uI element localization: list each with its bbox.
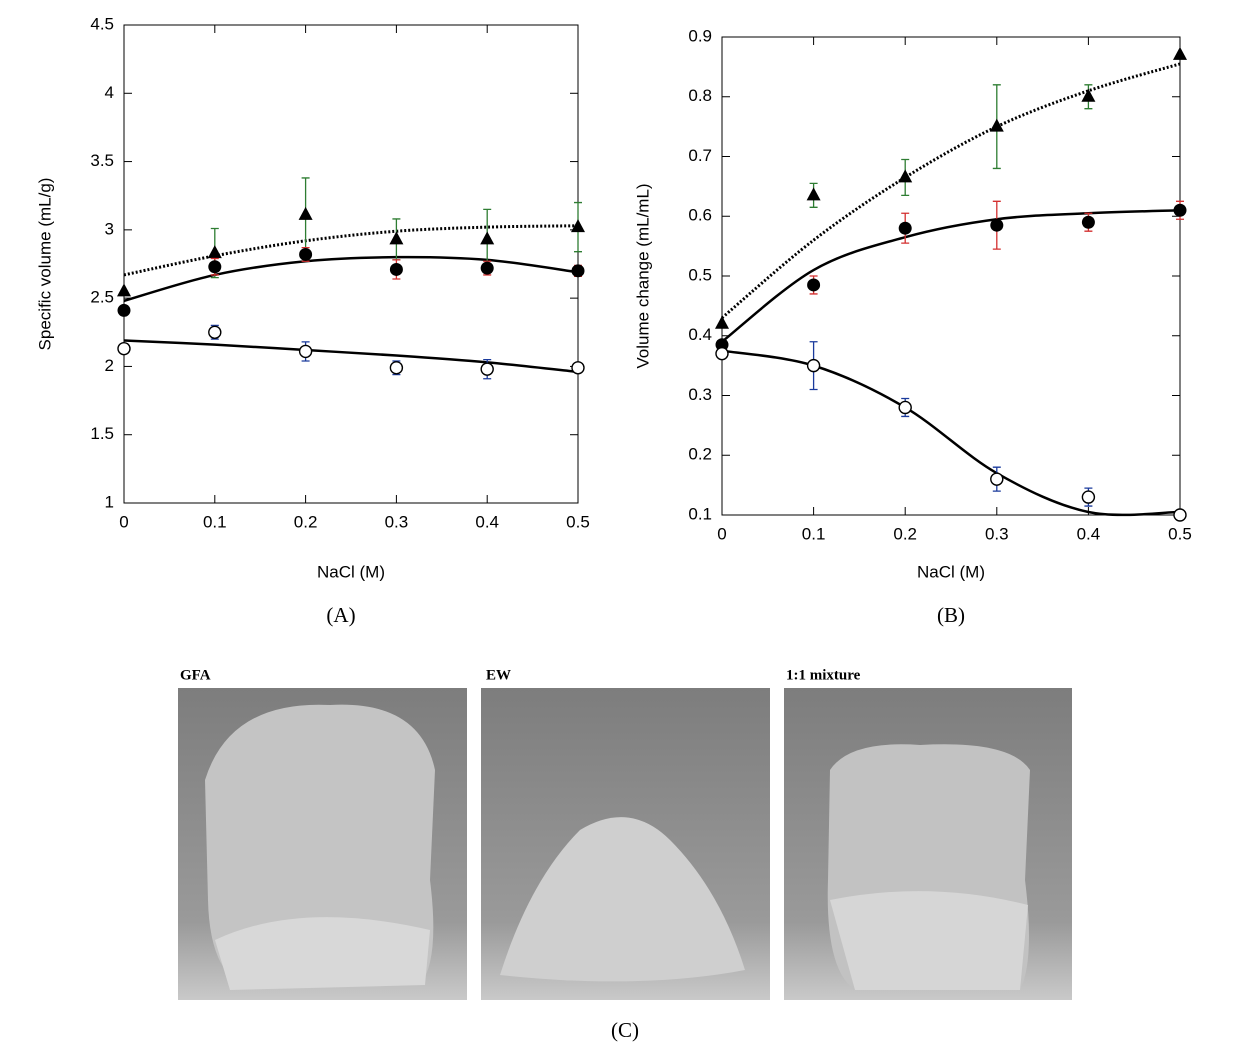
open-circle-marker xyxy=(389,361,404,375)
y-tick-label: 3.5 xyxy=(90,151,114,170)
triangle-marker xyxy=(207,245,222,259)
triangle-marker xyxy=(898,169,913,183)
fit-line xyxy=(721,209,1181,343)
y-tick-label: 3 xyxy=(105,219,114,238)
circle-marker xyxy=(571,264,585,278)
open-circle-marker xyxy=(806,358,821,373)
y-axis-label: Volume change (mL/mL) xyxy=(633,183,652,368)
y-tick-label: 2 xyxy=(105,356,114,375)
panel-label: (B) xyxy=(937,603,965,627)
panel-label: (C) xyxy=(611,1018,639,1042)
circle-marker xyxy=(1173,203,1187,217)
y-tick-label: 0.9 xyxy=(688,26,712,45)
x-tick-label: 0 xyxy=(119,512,128,531)
x-tick-label: 0.1 xyxy=(802,524,826,543)
y-tick-label: 2.5 xyxy=(90,288,114,307)
x-tick-label: 0 xyxy=(717,524,726,543)
x-tick-label: 0.4 xyxy=(1077,524,1101,543)
y-tick-label: 0.4 xyxy=(688,325,712,344)
fit-line xyxy=(123,255,579,303)
triangle-marker xyxy=(715,315,729,329)
triangle-marker xyxy=(1173,46,1187,60)
triangle-marker xyxy=(117,283,131,297)
photo-gfa xyxy=(178,688,467,1000)
photo-label: EW xyxy=(486,667,511,683)
y-axis-label: Specific volume (mL/g) xyxy=(35,178,54,351)
triangle-marker xyxy=(571,219,585,233)
panel-label: (A) xyxy=(326,603,355,627)
photo-label: GFA xyxy=(180,667,211,683)
open-circle-marker xyxy=(898,400,912,415)
y-tick-label: 0.6 xyxy=(688,206,712,225)
x-tick-label: 0.3 xyxy=(385,512,409,531)
plot-frame xyxy=(123,24,579,504)
triangle-marker xyxy=(806,187,821,201)
open-circle-marker xyxy=(715,346,729,361)
triangle-marker xyxy=(1081,88,1096,102)
x-tick-label: 0.5 xyxy=(1168,524,1192,543)
y-tick-label: 1 xyxy=(105,492,114,511)
y-tick-label: 4 xyxy=(105,83,114,102)
fit-line xyxy=(123,339,579,374)
x-tick-label: 0.2 xyxy=(294,512,318,531)
circle-marker xyxy=(389,262,403,276)
open-circle-marker xyxy=(480,362,494,376)
photo-ew xyxy=(481,688,770,1000)
x-axis-label: NaCl (M) xyxy=(917,562,985,581)
x-axis-label: NaCl (M) xyxy=(317,562,385,581)
triangle-marker xyxy=(298,206,313,220)
x-tick-label: 0.2 xyxy=(893,524,917,543)
open-circle-marker xyxy=(1173,508,1187,522)
open-circle-marker xyxy=(1081,490,1096,504)
circle-marker xyxy=(990,218,1004,232)
x-tick-label: 0.3 xyxy=(985,524,1009,543)
y-tick-label: 0.7 xyxy=(688,146,712,165)
circle-marker xyxy=(208,260,222,274)
x-tick-label: 0.1 xyxy=(203,512,227,531)
y-tick-label: 0.5 xyxy=(688,265,712,284)
open-circle-marker xyxy=(117,341,131,356)
photo-label: 1:1 mixture xyxy=(786,667,861,683)
triangle-marker xyxy=(389,231,404,245)
y-tick-label: 0.2 xyxy=(688,445,712,464)
y-tick-label: 0.1 xyxy=(688,504,712,523)
circle-marker xyxy=(1081,215,1095,229)
triangle-marker xyxy=(989,118,1004,132)
open-circle-marker xyxy=(208,325,222,339)
open-circle-marker xyxy=(571,361,585,375)
circle-marker xyxy=(480,261,494,275)
open-circle-marker xyxy=(990,472,1004,486)
circle-marker xyxy=(807,278,821,292)
photo-mixture xyxy=(784,688,1072,1000)
y-tick-label: 0.8 xyxy=(688,86,712,105)
y-tick-label: 4.5 xyxy=(90,14,114,33)
triangle-marker xyxy=(480,231,495,245)
y-tick-label: 1.5 xyxy=(90,424,114,443)
fit-line xyxy=(123,224,579,277)
plot-frame xyxy=(721,36,1181,516)
x-tick-label: 0.5 xyxy=(566,512,590,531)
circle-marker xyxy=(117,303,131,317)
fit-line xyxy=(721,349,1181,517)
x-tick-label: 0.4 xyxy=(475,512,499,531)
circle-marker xyxy=(299,247,313,261)
y-tick-label: 0.3 xyxy=(688,385,712,404)
open-circle-marker xyxy=(298,344,313,359)
fit-line xyxy=(721,62,1181,319)
circle-marker xyxy=(898,221,912,235)
